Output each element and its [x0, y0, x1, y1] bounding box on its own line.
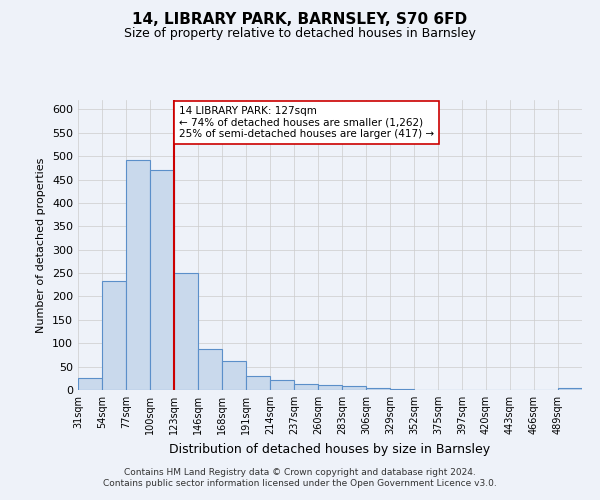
Text: Size of property relative to detached houses in Barnsley: Size of property relative to detached ho…	[124, 28, 476, 40]
Bar	[558, 388, 582, 390]
Bar	[246, 376, 270, 390]
Bar	[126, 160, 150, 390]
Bar	[150, 170, 174, 390]
Bar	[390, 389, 414, 390]
Bar	[222, 360, 246, 390]
Bar	[78, 378, 102, 390]
Bar	[294, 384, 318, 390]
Bar	[366, 388, 390, 390]
Bar	[270, 380, 294, 390]
Bar	[342, 386, 366, 390]
Bar	[198, 349, 222, 390]
Text: 14 LIBRARY PARK: 127sqm
← 74% of detached houses are smaller (1,262)
25% of semi: 14 LIBRARY PARK: 127sqm ← 74% of detache…	[179, 106, 434, 140]
Y-axis label: Number of detached properties: Number of detached properties	[37, 158, 46, 332]
Bar	[102, 281, 126, 390]
Text: Contains HM Land Registry data © Crown copyright and database right 2024.
Contai: Contains HM Land Registry data © Crown c…	[103, 468, 497, 487]
Bar	[174, 273, 198, 390]
Text: 14, LIBRARY PARK, BARNSLEY, S70 6FD: 14, LIBRARY PARK, BARNSLEY, S70 6FD	[133, 12, 467, 28]
Bar	[318, 386, 342, 390]
X-axis label: Distribution of detached houses by size in Barnsley: Distribution of detached houses by size …	[169, 442, 491, 456]
